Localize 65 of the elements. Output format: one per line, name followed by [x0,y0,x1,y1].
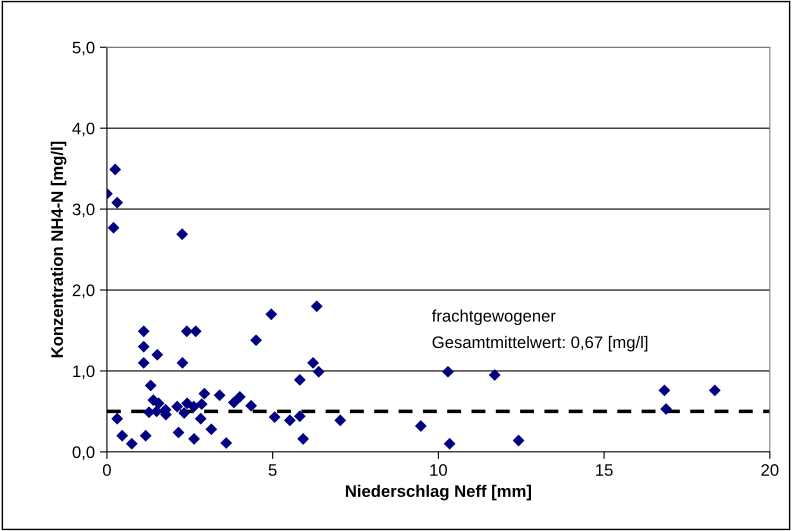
y-tick-label: 4,0 [72,122,94,136]
point [265,308,278,320]
point [310,300,323,312]
point [190,325,202,338]
point [307,356,319,369]
point [512,434,524,446]
point [126,438,138,450]
point [152,397,165,410]
point [708,384,721,396]
y-axis-title: Konzentration NH4-N [mg/l] [50,142,66,358]
point [312,366,325,378]
point [109,164,122,176]
y-tick-label: 2,0 [72,284,94,298]
point [116,430,128,442]
point [172,426,184,438]
point [444,438,456,450]
point [658,384,670,396]
x-tick-label: 0 [102,464,111,476]
point [188,400,200,412]
point [284,414,296,426]
point [294,374,306,386]
point [138,325,150,338]
point [194,412,207,425]
y-tick-label: 5,0 [72,42,94,56]
point [180,325,193,338]
point [111,196,124,209]
point [442,366,454,378]
point [228,396,240,408]
point [108,222,120,234]
x-tick-label: 10 [430,464,447,476]
point [188,433,200,445]
point [205,423,218,436]
point [144,380,157,392]
point [297,433,310,445]
point [176,356,188,369]
point [268,411,281,423]
point [660,403,672,415]
point [138,340,150,353]
x-tick-label: 5 [268,464,277,476]
point [140,430,152,442]
point [151,348,164,361]
point [111,412,124,425]
point [150,406,163,418]
y-tick-label: 0,0 [72,446,94,460]
x-tick-label: 20 [761,464,778,476]
y-tick-label: 1,0 [73,365,94,380]
point [138,356,150,369]
point [171,400,184,412]
annotation: frachtgewogener Gesamtmittelwert: 0,67 [mg/l] [432,310,648,352]
x-tick-label: 15 [596,464,613,476]
point [178,407,190,419]
point [414,420,427,432]
point [176,228,188,240]
point [334,414,346,426]
point [250,334,262,346]
point [198,388,210,400]
point [234,390,246,403]
point [488,369,501,381]
point [245,400,257,412]
point [214,389,226,402]
y-tick-label: 3,0 [72,204,94,218]
point [220,437,232,449]
point [294,410,306,422]
point [196,398,208,410]
x-axis-title: Niederschlag Neff [mm] [346,484,531,500]
